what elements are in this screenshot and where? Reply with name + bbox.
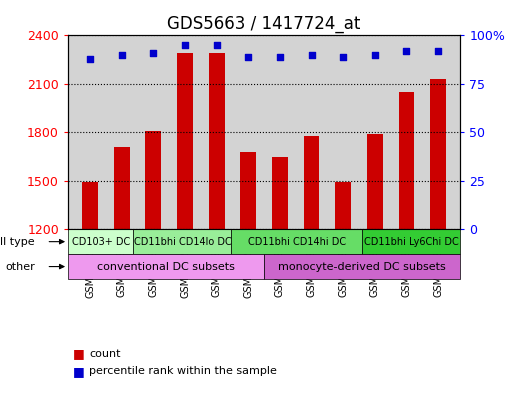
Text: ■: ■ <box>73 347 85 360</box>
Text: CD11bhi CD14hi DC: CD11bhi CD14hi DC <box>248 237 346 247</box>
Bar <box>264 254 460 279</box>
Title: GDS5663 / 1417724_at: GDS5663 / 1417724_at <box>167 15 361 33</box>
Bar <box>133 229 231 254</box>
Bar <box>335 182 351 229</box>
Text: other: other <box>5 262 35 272</box>
Bar <box>367 134 383 229</box>
Bar <box>68 254 264 279</box>
Bar <box>430 79 446 229</box>
Bar <box>82 182 98 229</box>
Point <box>402 48 411 54</box>
Text: cell type: cell type <box>0 237 35 247</box>
Text: CD103+ DC: CD103+ DC <box>72 237 130 247</box>
Point <box>86 55 94 62</box>
Point <box>339 53 347 60</box>
Bar <box>304 136 320 229</box>
Bar <box>177 53 193 229</box>
Bar <box>362 229 460 254</box>
Point <box>308 51 316 58</box>
Text: percentile rank within the sample: percentile rank within the sample <box>89 366 277 376</box>
Point <box>434 48 442 54</box>
Point <box>276 53 284 60</box>
Bar <box>68 229 133 254</box>
Point <box>181 42 189 48</box>
Bar <box>209 53 224 229</box>
Point <box>118 51 126 58</box>
Point <box>371 51 379 58</box>
Point <box>212 42 221 48</box>
Text: monocyte-derived DC subsets: monocyte-derived DC subsets <box>278 262 446 272</box>
Text: CD11bhi Ly6Chi DC: CD11bhi Ly6Chi DC <box>364 237 459 247</box>
Text: ■: ■ <box>73 365 85 378</box>
Bar <box>399 92 414 229</box>
Bar <box>231 229 362 254</box>
Bar <box>241 152 256 229</box>
Bar <box>145 130 161 229</box>
Text: CD11bhi CD14lo DC: CD11bhi CD14lo DC <box>133 237 231 247</box>
Bar <box>114 147 130 229</box>
Text: conventional DC subsets: conventional DC subsets <box>97 262 235 272</box>
Bar <box>272 156 288 229</box>
Point <box>244 53 253 60</box>
Text: count: count <box>89 349 120 359</box>
Point <box>149 50 157 56</box>
